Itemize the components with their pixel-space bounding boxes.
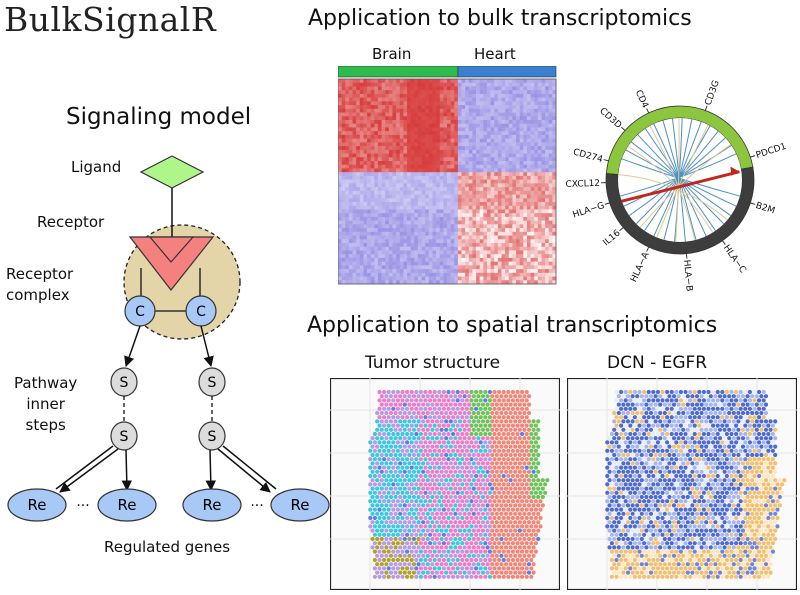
node-s-3 [110,421,138,451]
app-title: BulkSignalR [4,0,217,39]
svg-text:Re: Re [203,496,222,514]
signaling-model-heading: Signaling model [66,104,252,130]
receptor-complex-label: Receptor complex [6,265,74,304]
chord-label: B2M [754,201,776,217]
svg-text:S: S [208,429,217,445]
group-label-brain: Brain [372,45,412,63]
node-s-4 [198,421,226,451]
ellipsis-right: ··· [250,498,263,514]
spatial-heading: Application to spatial transcriptomics [307,313,718,338]
chord-label: HLA−C [721,243,748,275]
ellipsis-left: ··· [76,498,89,514]
chord-label: CD4 [633,89,650,111]
node-c-right-label: C [196,304,206,320]
node-re-2 [97,488,157,522]
svg-text:Re: Re [28,496,47,514]
group-label-heart: Heart [474,45,516,63]
dcn-egfr-panel [567,378,797,590]
chord-label: CD3D [597,106,623,131]
chord-label: PDCD1 [755,142,788,161]
node-c-left-label: C [135,304,145,320]
pathway-steps-label: Pathway inner steps [14,374,78,434]
svg-text:S: S [208,375,217,391]
svg-text:Re: Re [291,496,310,514]
tumor-structure-panel [330,378,560,590]
tumor-structure-title: Tumor structure [365,353,501,373]
bulk-heading: Application to bulk transcriptomics [308,6,692,31]
chord-label: HLA−G [572,201,606,221]
dcn-egfr-title: DCN - EGFR [607,353,708,373]
receptor-label: Receptor [37,213,105,231]
node-re-3 [182,488,242,522]
svg-text:S: S [120,429,129,445]
bulk-heatmap [338,66,557,285]
svg-text:Re: Re [118,496,137,514]
ligand-label: Ligand [71,158,122,176]
chord-label: CD274 [572,148,604,166]
chord-label: IL16 [601,228,622,248]
ligand-node [139,155,205,189]
node-re-1 [7,488,67,522]
signaling-model-diagram: C C S S S S Re Re Re Re ··· ··· [7,155,330,522]
chord-label: CXCL12 [565,179,600,190]
regulated-genes-label: Regulated genes [104,538,231,556]
node-re-4 [270,488,330,522]
svg-text:S: S [120,375,129,391]
chord-diagram: CD4 CD3G PDCD1 B2M HLA−C HLA−B HLA−A IL16 HLA−G C… [565,79,788,292]
chord-label: HLA−B [681,259,694,292]
chord-label: HLA−A [629,250,652,284]
chord-label: CD3G [704,79,722,107]
